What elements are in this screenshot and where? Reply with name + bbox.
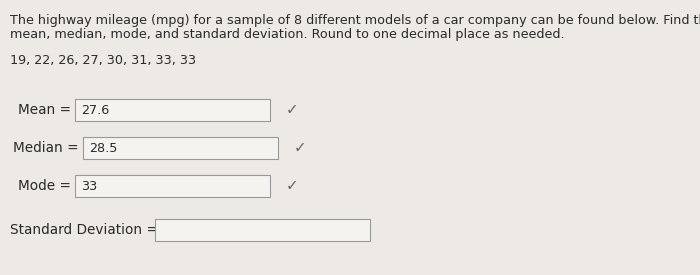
FancyBboxPatch shape: [83, 137, 278, 159]
Text: ✓: ✓: [286, 103, 299, 117]
Text: 28.5: 28.5: [89, 142, 118, 155]
Text: Mean =: Mean =: [18, 103, 71, 117]
Text: 33: 33: [81, 180, 97, 192]
Text: Median =: Median =: [13, 141, 79, 155]
Text: Mode =: Mode =: [18, 179, 71, 193]
FancyBboxPatch shape: [75, 175, 270, 197]
Text: mean, median, mode, and standard deviation. Round to one decimal place as needed: mean, median, mode, and standard deviati…: [10, 28, 565, 41]
FancyBboxPatch shape: [75, 99, 270, 121]
Text: ✓: ✓: [294, 141, 307, 155]
Text: The highway mileage (mpg) for a sample of 8 different models of a car company ca: The highway mileage (mpg) for a sample o…: [10, 14, 700, 27]
Text: Standard Deviation =: Standard Deviation =: [10, 223, 158, 237]
Text: 27.6: 27.6: [81, 103, 109, 117]
Text: 19, 22, 26, 27, 30, 31, 33, 33: 19, 22, 26, 27, 30, 31, 33, 33: [10, 54, 196, 67]
Text: ✓: ✓: [286, 178, 299, 194]
FancyBboxPatch shape: [155, 219, 370, 241]
